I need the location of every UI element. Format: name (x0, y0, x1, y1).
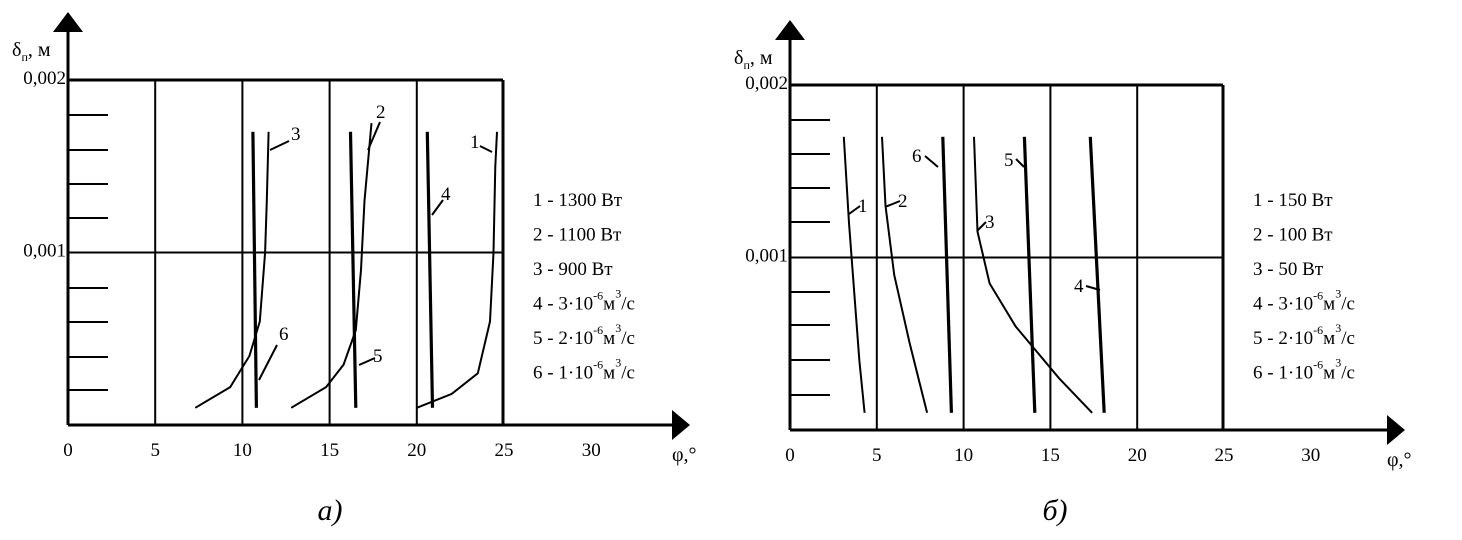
curve-label-leader (1085, 285, 1101, 291)
y-tick-label: 0,002 (745, 73, 788, 94)
x-tick-label: 15 (320, 440, 339, 461)
curve-label-1: 1 (858, 196, 868, 217)
x-axis-arrow-icon (672, 410, 690, 440)
series-curve-6 (941, 136, 953, 413)
chart-panel-1: 0 5 10 15 20 25 30 0,001 0,002 δп, м φ,° 1 2 3 4 5 6 1 - … (12, 12, 697, 527)
legend-entry: 3 - 50 Вт (1253, 259, 1324, 280)
legend-entry: 2 - 100 Вт (1253, 225, 1333, 246)
curve-label-2: 2 (376, 102, 386, 123)
legend-entry: 5 - 2·10-6м3/с (533, 321, 635, 349)
panel-caption: б) (1042, 494, 1067, 527)
series-curve-1 (416, 131, 498, 409)
series-curve-4 (1088, 136, 1106, 413)
legend-entry: 3 - 900 Вт (533, 259, 613, 280)
curve-label-leader (848, 205, 861, 215)
y-axis-label: δп, м (734, 47, 773, 72)
curve-label-3: 3 (291, 124, 301, 145)
series-curve-5 (1022, 136, 1037, 413)
y-tick-label: 0,001 (23, 241, 66, 262)
curve-label-leader (431, 199, 444, 216)
x-tick-label: 30 (1301, 445, 1320, 466)
curve-label-5: 5 (373, 346, 383, 367)
x-tick-label: 10 (954, 445, 973, 466)
x-axis-arrow-icon (1387, 415, 1405, 445)
x-tick-label: 15 (1041, 445, 1060, 466)
x-tick-label: 5 (150, 440, 160, 461)
curve-label-leader (269, 140, 290, 151)
curve-label-4: 4 (1074, 276, 1084, 297)
legend-entry: 1 - 150 Вт (1253, 190, 1333, 211)
curve-label-6: 6 (279, 324, 289, 345)
series-curve-4 (425, 131, 435, 408)
x-tick-label: 25 (1215, 445, 1234, 466)
x-tick-label: 20 (1128, 445, 1147, 466)
y-tick-label: 0,002 (23, 68, 66, 89)
series-curve-1 (842, 136, 866, 413)
curve-label-2: 2 (898, 191, 908, 212)
x-tick-label: 10 (233, 440, 252, 461)
series-curve-6 (251, 131, 258, 408)
y-axis-arrow-icon (53, 12, 83, 32)
curve-label-6: 6 (912, 146, 922, 167)
curve-label-leader (976, 221, 987, 232)
curve-label-4: 4 (441, 184, 451, 205)
y-axis-arrow-icon (775, 20, 805, 40)
legend-entry: 4 - 3·10-6м3/с (1253, 287, 1355, 315)
curve-label-leader (884, 200, 901, 208)
curve-label-5: 5 (1004, 150, 1014, 171)
x-tick-label: 30 (582, 440, 601, 461)
legend-entry: 1 - 1300 Вт (533, 190, 623, 211)
legend-entry: 5 - 2·10-6м3/с (1253, 321, 1355, 349)
series-curve-3 (973, 136, 1093, 414)
legend-entry: 2 - 1100 Вт (533, 225, 622, 246)
legend-entry: 6 - 1·10-6м3/с (1253, 356, 1355, 384)
series-curve-3 (194, 131, 270, 409)
legend-entry: 6 - 1·10-6м3/с (533, 356, 635, 384)
x-tick-label: 5 (872, 445, 882, 466)
x-axis-label: φ,° (672, 444, 697, 466)
curve-label-leader (367, 121, 381, 151)
y-tick-label: 0,001 (745, 246, 788, 267)
curve-label-leader (258, 344, 278, 381)
series-curve-2 (881, 136, 929, 414)
curve-label-leader (1015, 158, 1025, 168)
panel-caption: а) (318, 494, 343, 527)
x-tick-label: 0 (785, 445, 795, 466)
curve-label-leader (358, 357, 376, 366)
curve-label-leader (924, 155, 939, 168)
x-tick-label: 0 (63, 440, 73, 461)
legend-entry: 4 - 3·10-6м3/с (533, 287, 635, 315)
curve-label-3: 3 (985, 212, 995, 233)
x-axis-label: φ,° (1387, 449, 1412, 471)
curve-label-1: 1 (470, 132, 480, 153)
series-curve-5 (348, 131, 358, 408)
x-tick-label: 20 (407, 440, 426, 461)
curve-label-leader (479, 145, 493, 153)
x-tick-label: 25 (495, 440, 514, 461)
y-axis-label: δп, м (12, 39, 51, 64)
